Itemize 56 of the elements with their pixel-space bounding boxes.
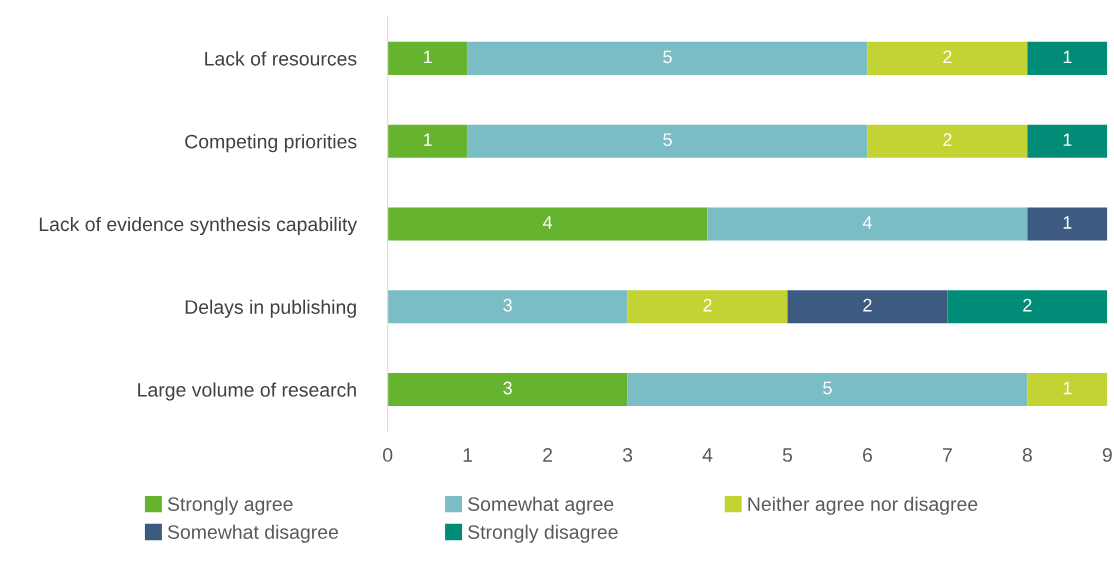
y-tick-label: Lack of resources <box>205 51 357 66</box>
bar <box>787 290 948 324</box>
x-tick-label: 2 <box>543 448 553 462</box>
bar <box>387 41 468 75</box>
x-tick-label: 7 <box>942 448 952 462</box>
data-label: 1 <box>424 50 432 64</box>
data-label: 2 <box>703 298 712 312</box>
bar <box>387 124 468 158</box>
data-label: 2 <box>1023 298 1032 312</box>
y-tick-label: Large volume of research <box>138 382 356 401</box>
data-label: 4 <box>862 216 872 229</box>
data-label: 5 <box>823 381 832 395</box>
legend-label: Strongly agree <box>167 496 293 515</box>
bar <box>1027 41 1108 75</box>
bar <box>867 41 1028 75</box>
bar <box>627 372 1028 407</box>
legend-label: Strongly disagree <box>468 524 618 543</box>
y-tick-label: Competing priorities <box>185 134 357 153</box>
bar <box>867 124 1028 158</box>
bar <box>707 207 1028 241</box>
data-label: 1 <box>1063 50 1072 64</box>
x-tick-label: 9 <box>1102 448 1112 462</box>
y-tick-label: Delays in publishing <box>185 299 356 318</box>
bar <box>387 372 628 407</box>
data-label: 5 <box>663 133 672 147</box>
data-label: 1 <box>1063 133 1072 146</box>
data-label: 3 <box>503 381 512 395</box>
bar <box>387 207 708 241</box>
data-label: 2 <box>943 50 952 64</box>
x-tick-label: 1 <box>463 448 473 462</box>
bar <box>467 41 868 75</box>
data-label: 2 <box>863 298 872 312</box>
x-tick-label: 4 <box>702 448 713 462</box>
y-tick-label: Lack of evidence synthesis capability <box>39 216 358 236</box>
bar <box>1027 207 1108 241</box>
x-tick-label: 0 <box>383 448 393 462</box>
x-tick-label: 3 <box>622 448 633 462</box>
data-label: 2 <box>943 133 952 146</box>
bar <box>467 124 868 158</box>
data-label: 5 <box>663 50 672 64</box>
data-label: 4 <box>542 216 553 229</box>
data-label: 3 <box>503 298 512 312</box>
data-label: 1 <box>1063 216 1072 229</box>
bar <box>1027 372 1108 407</box>
bar <box>947 290 1108 324</box>
data-label: 1 <box>1063 381 1072 395</box>
x-tick-label: 6 <box>863 448 872 462</box>
x-tick-label: 5 <box>782 448 793 462</box>
legend-label: Somewhat agree <box>468 496 614 515</box>
legend-label: Neither agree nor disagree <box>748 496 978 515</box>
bar <box>627 290 788 324</box>
data-label: 1 <box>424 133 432 146</box>
bar <box>387 290 628 324</box>
x-tick-label: 8 <box>1022 448 1032 462</box>
bar <box>1027 124 1108 158</box>
legend-label: Somewhat disagree <box>167 524 338 543</box>
